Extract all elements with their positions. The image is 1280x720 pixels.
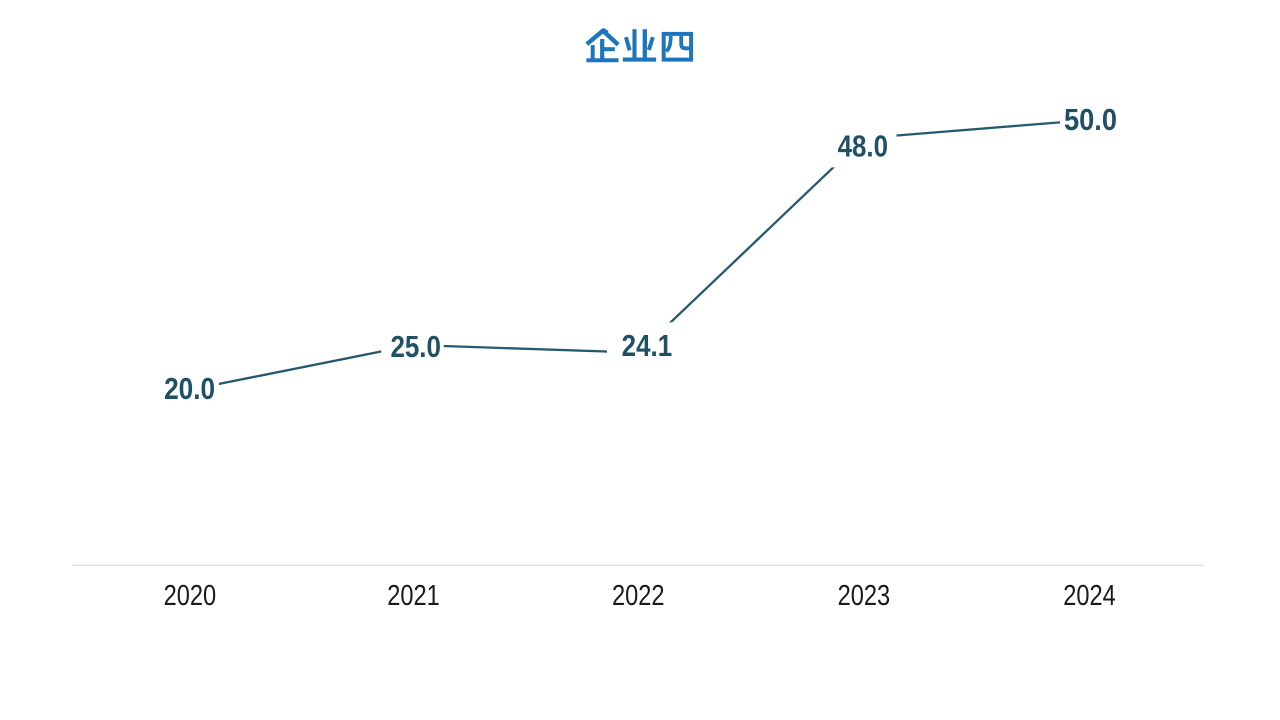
svg-text:2020: 2020 [164, 580, 217, 612]
svg-text:20.0: 20.0 [164, 372, 215, 406]
svg-text:2021: 2021 [387, 580, 440, 612]
svg-text:24.1: 24.1 [622, 329, 673, 363]
svg-text:2024: 2024 [1063, 580, 1116, 612]
svg-text:48.0: 48.0 [838, 130, 888, 164]
svg-text:50.0: 50.0 [1064, 103, 1117, 137]
svg-text:2022: 2022 [612, 580, 665, 612]
svg-text:25.0: 25.0 [390, 330, 441, 364]
svg-text:2023: 2023 [838, 580, 891, 612]
